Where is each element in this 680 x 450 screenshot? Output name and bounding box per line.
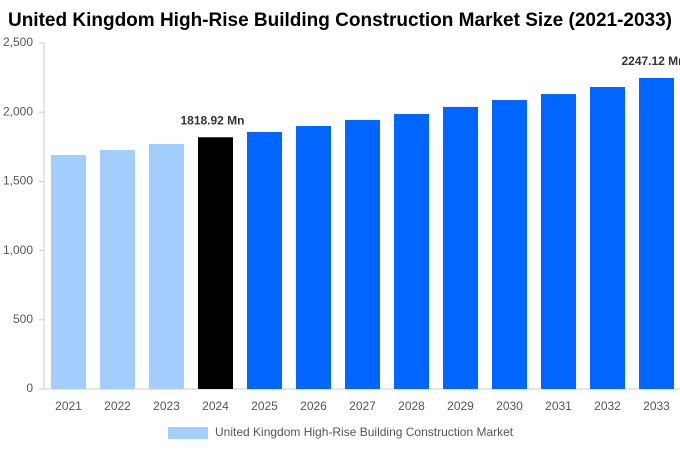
- data-label: 1818.92 Mn: [180, 113, 244, 127]
- x-tick-label: 2024: [202, 399, 229, 413]
- x-tick-label: 2031: [545, 399, 572, 413]
- y-tick-label: 2,500: [3, 35, 33, 49]
- x-tick-label: 2028: [398, 399, 425, 413]
- y-tick-label: 500: [13, 312, 33, 326]
- x-tick-label: 2029: [447, 399, 474, 413]
- legend-label: United Kingdom High-Rise Building Constr…: [215, 425, 514, 439]
- x-tick-label: 2032: [594, 399, 621, 413]
- legend-swatch: [168, 427, 208, 439]
- bar: [541, 94, 576, 389]
- bar: [394, 113, 429, 389]
- bar: [198, 137, 233, 389]
- bar: [247, 131, 282, 389]
- bar: [492, 100, 527, 389]
- bar: [100, 149, 135, 389]
- y-tick-label: 1,000: [3, 243, 33, 257]
- x-tick-label: 2023: [153, 399, 180, 413]
- x-tick-label: 2021: [55, 399, 82, 413]
- bar: [296, 126, 331, 389]
- chart-title: United Kingdom High-Rise Building Constr…: [8, 10, 672, 31]
- y-tick-label: 1,500: [3, 174, 33, 188]
- y-tick-label: 0: [26, 381, 33, 395]
- x-tick-label: 2022: [104, 399, 131, 413]
- bar: [345, 119, 380, 389]
- bar: [443, 106, 478, 390]
- bar: [149, 144, 184, 389]
- x-tick-label: 2027: [349, 399, 376, 413]
- x-tick-label: 2026: [300, 399, 327, 413]
- bar: [590, 87, 625, 389]
- bar: [639, 77, 674, 389]
- x-tick-label: 2025: [251, 399, 278, 413]
- x-tick-label: 2033: [643, 399, 670, 413]
- data-label: 2247.12 Mn: [621, 54, 680, 68]
- y-tick-label: 2,000: [3, 104, 33, 118]
- x-tick-label: 2030: [496, 399, 523, 413]
- bar: [51, 154, 86, 389]
